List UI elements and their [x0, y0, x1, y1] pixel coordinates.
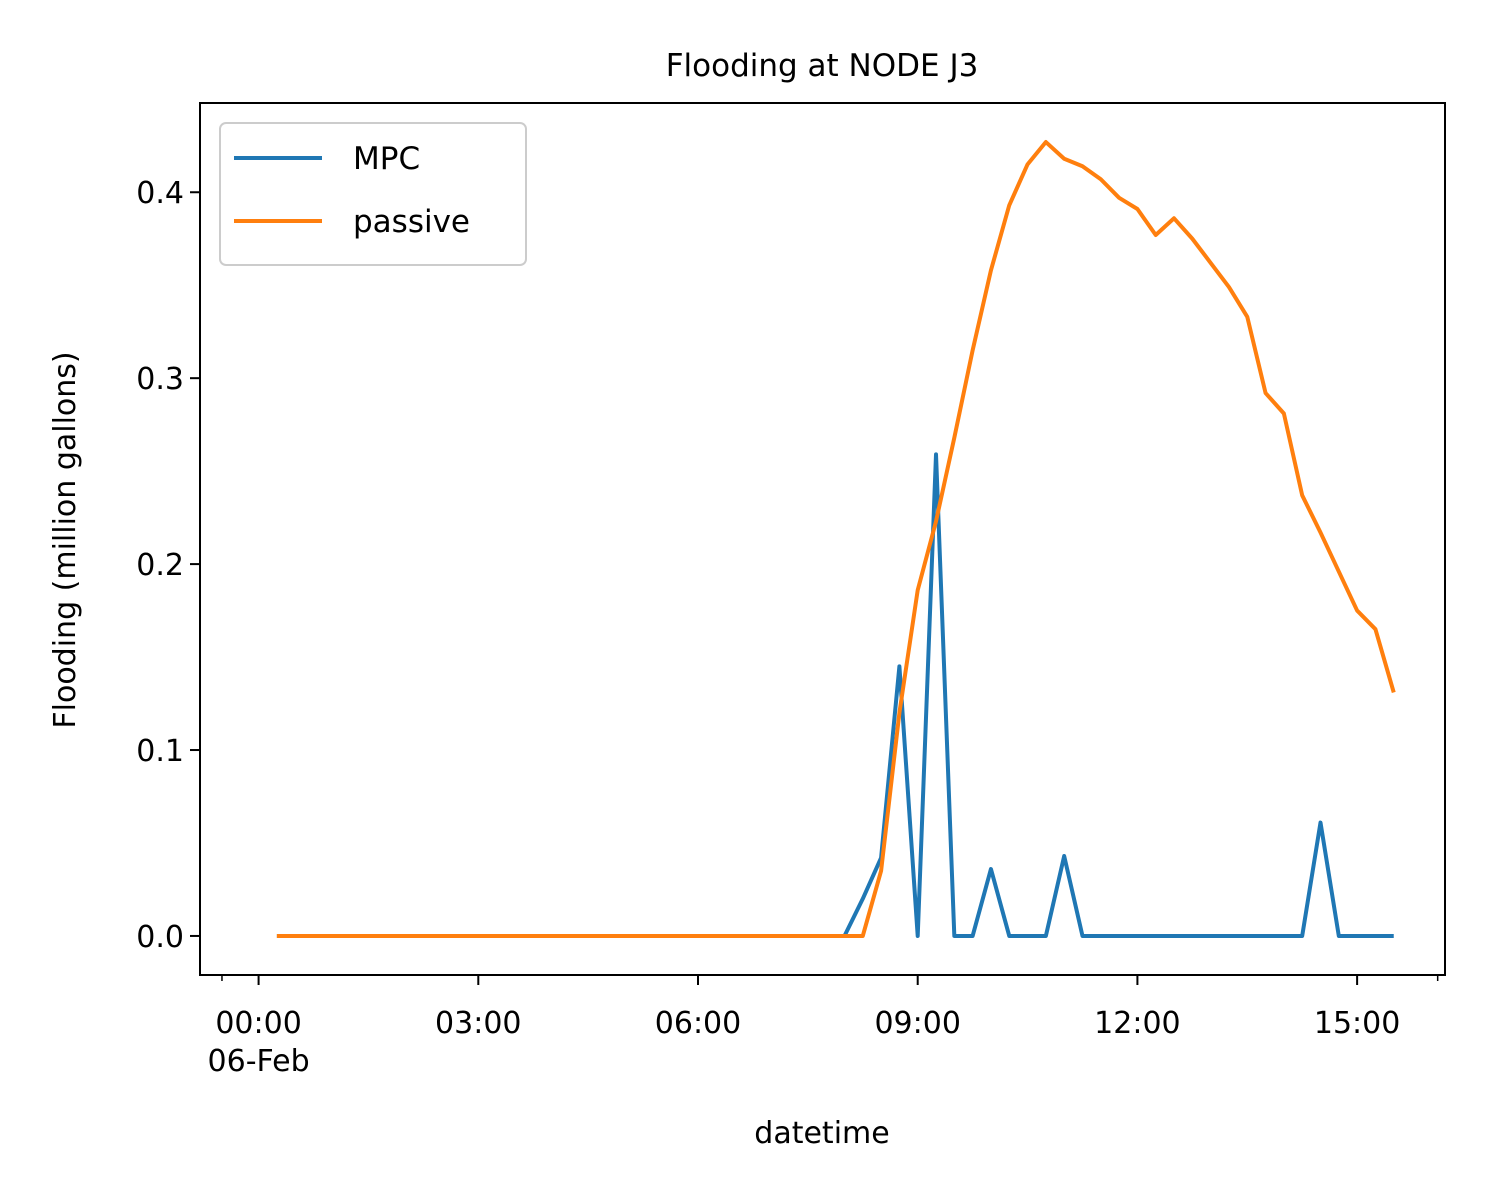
y-tick-label: 0.4: [136, 176, 184, 211]
series-layer: [276, 140, 1396, 938]
series-line-passive: [276, 140, 1396, 938]
y-tick-label: 0.0: [136, 920, 184, 955]
x-tick-label: 09:00: [874, 1006, 960, 1041]
x-tick-label: 06-Feb: [208, 1044, 310, 1079]
x-axis-title: datetime: [754, 1116, 889, 1151]
x-tick-label: 00:00: [215, 1006, 301, 1041]
x-tick-label: 06:00: [655, 1006, 741, 1041]
legend-label-passive: passive: [353, 204, 470, 240]
legend: MPC passive: [219, 122, 527, 266]
x-tick-label: 03:00: [435, 1006, 521, 1041]
legend-label-mpc: MPC: [353, 141, 420, 177]
x-tick-label: 12:00: [1094, 1006, 1180, 1041]
series-line-mpc: [276, 452, 1394, 938]
y-tick-label: 0.2: [136, 548, 184, 583]
x-tick-label: 15:00: [1314, 1006, 1400, 1041]
y-axis-title: Flooding (million gallons): [48, 351, 83, 728]
plot-frame: [199, 102, 1446, 976]
y-tick-label: 0.3: [136, 362, 184, 397]
y-tick-label: 0.1: [136, 734, 184, 769]
chart-title: Flooding at NODE J3: [666, 48, 979, 84]
